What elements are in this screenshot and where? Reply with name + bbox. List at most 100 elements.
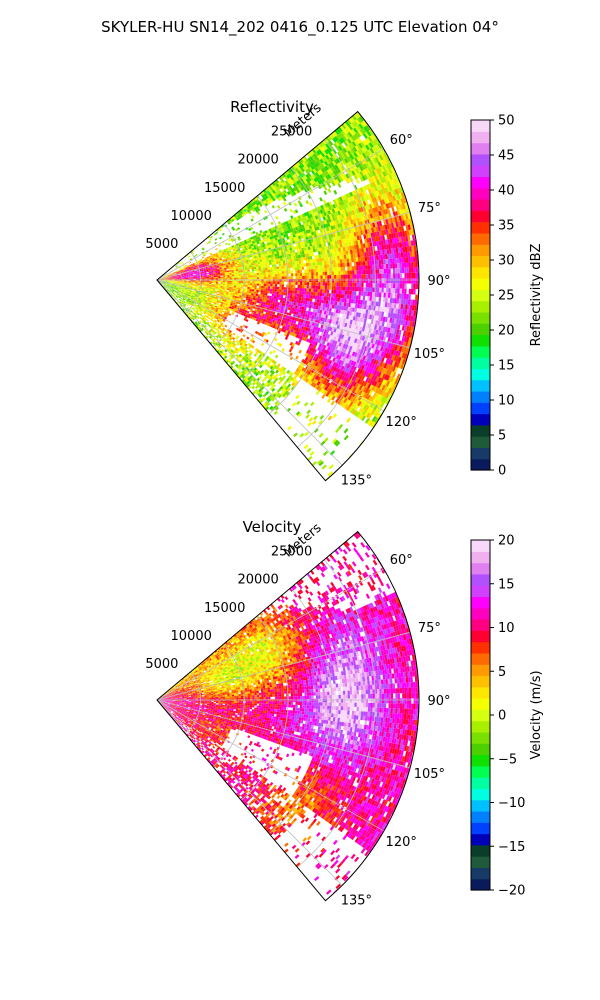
radar-cell bbox=[187, 288, 190, 291]
radar-cell bbox=[238, 238, 241, 241]
radar-cell bbox=[335, 320, 339, 326]
radar-cell bbox=[203, 287, 207, 290]
radar-cell bbox=[260, 265, 264, 269]
radar-cell bbox=[397, 263, 400, 269]
radar-cell bbox=[243, 212, 247, 216]
radar-cell bbox=[311, 315, 315, 320]
radar-cell bbox=[408, 262, 412, 268]
radar-cell bbox=[287, 219, 291, 224]
radar-cell bbox=[355, 334, 359, 339]
radar-cell bbox=[358, 312, 361, 318]
radar-cell bbox=[163, 276, 166, 278]
radar-cell bbox=[206, 242, 209, 245]
radar-cell bbox=[202, 275, 205, 277]
radar-cell bbox=[179, 282, 182, 283]
radar-cell bbox=[251, 247, 255, 251]
radar-cell bbox=[279, 276, 282, 280]
radar-cell bbox=[272, 232, 276, 236]
radar-cell bbox=[239, 265, 243, 268]
radar-cell bbox=[286, 230, 290, 234]
radar-cell bbox=[233, 214, 237, 218]
radar-cell bbox=[239, 263, 242, 266]
radar-cell bbox=[186, 277, 189, 278]
radar-cell bbox=[231, 245, 235, 248]
radar-cell bbox=[368, 154, 374, 161]
radar-cell bbox=[380, 259, 384, 265]
radar-cell bbox=[231, 271, 234, 274]
radar-cell bbox=[337, 156, 343, 162]
radar-cell bbox=[301, 224, 305, 229]
radar-cell bbox=[252, 275, 255, 278]
radar-cell bbox=[206, 286, 209, 289]
radar-cell bbox=[191, 267, 194, 269]
radar-cell bbox=[251, 291, 254, 294]
radar-cell bbox=[402, 203, 406, 210]
radar-cell bbox=[318, 254, 322, 259]
radar-cell bbox=[376, 310, 380, 316]
radar-cell bbox=[236, 305, 240, 308]
radar-cell bbox=[352, 227, 356, 233]
radar-cell bbox=[295, 216, 299, 221]
radar-cell bbox=[226, 270, 230, 273]
radar-cell bbox=[235, 249, 239, 252]
radar-cell bbox=[215, 271, 218, 274]
radar-cell bbox=[264, 243, 268, 247]
radar-cell bbox=[169, 274, 173, 276]
radar-cell bbox=[270, 274, 273, 277]
radar-cell bbox=[371, 212, 376, 219]
radar-cell bbox=[246, 290, 250, 293]
radar-cell bbox=[206, 261, 209, 264]
radar-cell bbox=[400, 247, 403, 253]
radar-cell bbox=[396, 345, 401, 352]
radar-cell bbox=[279, 271, 282, 275]
radar-cell bbox=[317, 292, 321, 296]
radar-cell bbox=[238, 286, 241, 289]
radar-cell bbox=[287, 306, 291, 311]
radar-cell bbox=[313, 272, 316, 276]
radar-cell bbox=[200, 264, 203, 267]
radar-cell bbox=[414, 250, 418, 257]
radar-cell bbox=[202, 278, 205, 280]
radar-cell bbox=[314, 162, 319, 168]
radar-cell bbox=[228, 218, 232, 222]
radar-cell bbox=[253, 244, 257, 248]
radar-cell bbox=[210, 259, 213, 261]
radar-cell bbox=[408, 315, 412, 322]
radar-cell bbox=[303, 179, 308, 185]
radar-cell bbox=[186, 266, 189, 269]
radar-cell bbox=[218, 264, 222, 267]
radar-cell bbox=[239, 214, 243, 219]
radar-cell bbox=[263, 196, 267, 201]
radar-cell bbox=[330, 150, 336, 156]
radar-cell bbox=[294, 181, 299, 187]
radar-cell bbox=[261, 247, 264, 250]
radar-cell bbox=[379, 200, 384, 206]
radar-cell bbox=[268, 310, 271, 314]
radar-cell bbox=[397, 308, 401, 315]
radar-cell bbox=[369, 182, 375, 188]
radar-cell bbox=[258, 240, 262, 244]
radar-cell bbox=[211, 257, 215, 260]
radar-cell bbox=[382, 182, 387, 189]
radar-cell bbox=[183, 266, 186, 268]
radar-cell bbox=[292, 261, 295, 265]
radar-cell bbox=[300, 312, 304, 317]
radar-cell bbox=[292, 220, 296, 225]
radar-cell bbox=[322, 271, 325, 276]
radar-cell bbox=[271, 261, 275, 265]
radar-cell bbox=[232, 248, 236, 251]
radar-cell bbox=[327, 282, 330, 287]
radar-cell bbox=[218, 280, 221, 283]
radar-cell bbox=[397, 221, 401, 227]
radar-cell bbox=[382, 152, 388, 159]
radar-cell bbox=[388, 348, 393, 355]
radar-cell bbox=[207, 290, 211, 293]
radar-cell bbox=[349, 176, 354, 182]
radar-cell bbox=[347, 138, 352, 144]
radar-cell bbox=[388, 263, 391, 269]
radar-cell bbox=[290, 176, 295, 181]
radar-cell bbox=[181, 282, 185, 284]
radar-cell bbox=[244, 246, 247, 249]
radar-cell bbox=[273, 298, 276, 302]
